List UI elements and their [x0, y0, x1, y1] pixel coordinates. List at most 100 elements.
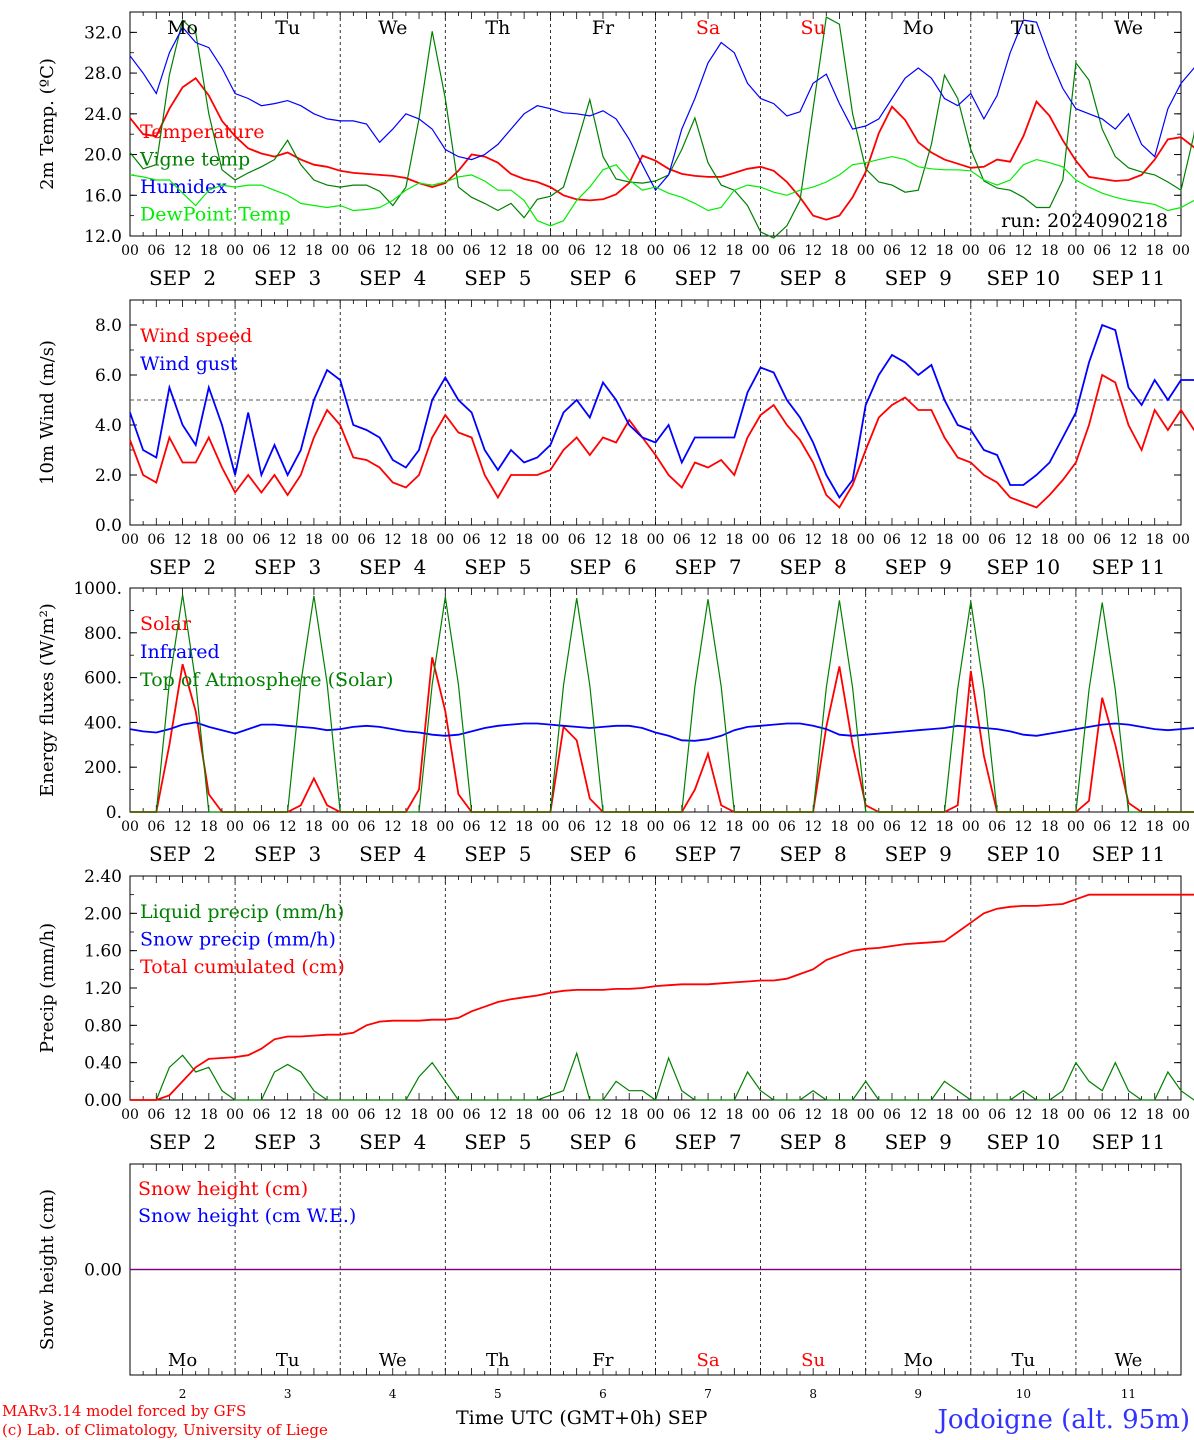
day-name: Mo [167, 17, 198, 39]
x-hour-label: 12 [489, 819, 507, 835]
y-tick-label: 200. [84, 758, 122, 778]
x-axis-title: Time UTC (GMT+0h) SEP [456, 1407, 708, 1429]
x-hour-label: 18 [936, 243, 954, 259]
x-hour-label: 00 [226, 819, 244, 835]
legend-label: Vigne temp [139, 149, 250, 171]
x-hour-label: 00 [752, 532, 770, 548]
x-hour-label: 12 [174, 819, 192, 835]
x-hour-label: 00 [226, 532, 244, 548]
x-hour-label: 12 [1014, 243, 1032, 259]
x-hour-label: 06 [568, 1107, 586, 1123]
x-date-label: SEP 10 [987, 842, 1061, 866]
x-date-label: SEP 4 [359, 555, 426, 579]
x-date-label: SEP 7 [674, 842, 741, 866]
y-axis-title: Energy fluxes (W/m²) [37, 603, 58, 797]
x-date-label: SEP 9 [885, 1130, 952, 1154]
series-line-liquid-precip-mm-h [130, 1051, 1194, 1101]
series-line-dewpoint-temp [129, 155, 1194, 227]
x-hour-label: 06 [358, 243, 376, 259]
x-hour-label: 06 [147, 243, 165, 259]
legend-label: Wind speed [140, 325, 252, 347]
x-hour-label: 18 [1041, 819, 1059, 835]
x-hour-label: 06 [1093, 243, 1111, 259]
x-date-label: SEP 10 [987, 1130, 1061, 1154]
x-hour-label: 12 [279, 1107, 297, 1123]
x-hour-label: 00 [331, 532, 349, 548]
x-hour-label: 00 [962, 243, 980, 259]
x-hour-label: 00 [541, 243, 559, 259]
x-hour-label: 18 [410, 819, 428, 835]
y-tick-label: 2.0 [95, 466, 122, 486]
x-hour-label: 12 [804, 532, 822, 548]
x-hour-label: 06 [778, 1107, 796, 1123]
x-hour-label: 18 [1146, 532, 1164, 548]
y-tick-label: 0.0 [95, 516, 122, 536]
legend-label: DewPoint Temp [140, 204, 291, 226]
x-date-label: SEP 11 [1092, 266, 1166, 290]
x-hour-label: 12 [384, 819, 402, 835]
x-hour-label: 00 [1172, 1107, 1190, 1123]
x-date-label: SEP 2 [149, 266, 216, 290]
x-date-label: SEP 5 [464, 266, 531, 290]
x-hour-label: 00 [857, 1107, 875, 1123]
x-hour-label: 12 [1014, 532, 1032, 548]
x-date-label: SEP 4 [359, 1130, 426, 1154]
series-line-temperature [129, 76, 1194, 221]
y-tick-label: 2.40 [84, 867, 122, 887]
x-hour-label: 18 [515, 819, 533, 835]
x-hour-label: 00 [752, 819, 770, 835]
x-date-label: SEP 3 [254, 266, 321, 290]
x-hour-label: 12 [594, 819, 612, 835]
y-tick-label: 1.20 [84, 979, 122, 999]
day-name: Tu [1012, 1350, 1036, 1371]
x-date-label: SEP 10 [987, 266, 1061, 290]
x-hour-label: 18 [1146, 819, 1164, 835]
x-date-label: SEP 2 [149, 842, 216, 866]
series-line-vigne-temp [129, 16, 1194, 239]
y-tick-label: 4.0 [95, 416, 122, 436]
x-hour-label: 06 [568, 243, 586, 259]
x-hour-label: 12 [279, 819, 297, 835]
legend-label: Infrared [140, 641, 220, 663]
legend-label: Total cumulated (cm) [140, 956, 345, 978]
legend-label: Humidex [140, 176, 227, 198]
x-hour-label: 06 [673, 243, 691, 259]
legend-label: Liquid precip (mm/h) [140, 901, 344, 923]
y-tick-label: 400. [84, 713, 122, 733]
x-date-label: SEP 10 [987, 555, 1061, 579]
x-hour-label: 06 [252, 532, 270, 548]
day-name: Th [486, 1350, 510, 1371]
x-hour-label: 00 [436, 532, 454, 548]
x-hour-label: 06 [988, 532, 1006, 548]
x-hour-label: 12 [699, 1107, 717, 1123]
x-hour-label: 00 [1172, 532, 1190, 548]
x-date-label: SEP 2 [149, 555, 216, 579]
day-number: 2 [179, 1387, 187, 1401]
x-hour-label: 06 [673, 532, 691, 548]
x-hour-label: 06 [358, 1107, 376, 1123]
x-hour-label: 18 [515, 1107, 533, 1123]
y-tick-label: 1000. [73, 579, 122, 599]
day-number: 8 [809, 1387, 817, 1401]
x-hour-label: 00 [962, 1107, 980, 1123]
series-line-wind-gust [129, 323, 1194, 500]
x-hour-label: 12 [279, 243, 297, 259]
x-hour-label: 18 [620, 1107, 638, 1123]
x-hour-label: 12 [384, 1107, 402, 1123]
x-hour-label: 00 [647, 243, 665, 259]
day-number: 11 [1121, 1387, 1136, 1401]
x-date-label: SEP 11 [1092, 842, 1166, 866]
x-date-label: SEP 8 [780, 1130, 847, 1154]
x-hour-label: 12 [1120, 532, 1138, 548]
x-hour-label: 06 [252, 243, 270, 259]
x-hour-label: 12 [1120, 819, 1138, 835]
x-hour-label: 06 [252, 1107, 270, 1123]
x-hour-label: 00 [752, 1107, 770, 1123]
x-hour-label: 00 [121, 819, 139, 835]
x-hour-label: 06 [673, 1107, 691, 1123]
x-hour-label: 12 [174, 243, 192, 259]
x-hour-label: 18 [410, 532, 428, 548]
x-hour-label: 00 [331, 1107, 349, 1123]
x-hour-label: 00 [121, 1107, 139, 1123]
x-hour-label: 06 [463, 243, 481, 259]
